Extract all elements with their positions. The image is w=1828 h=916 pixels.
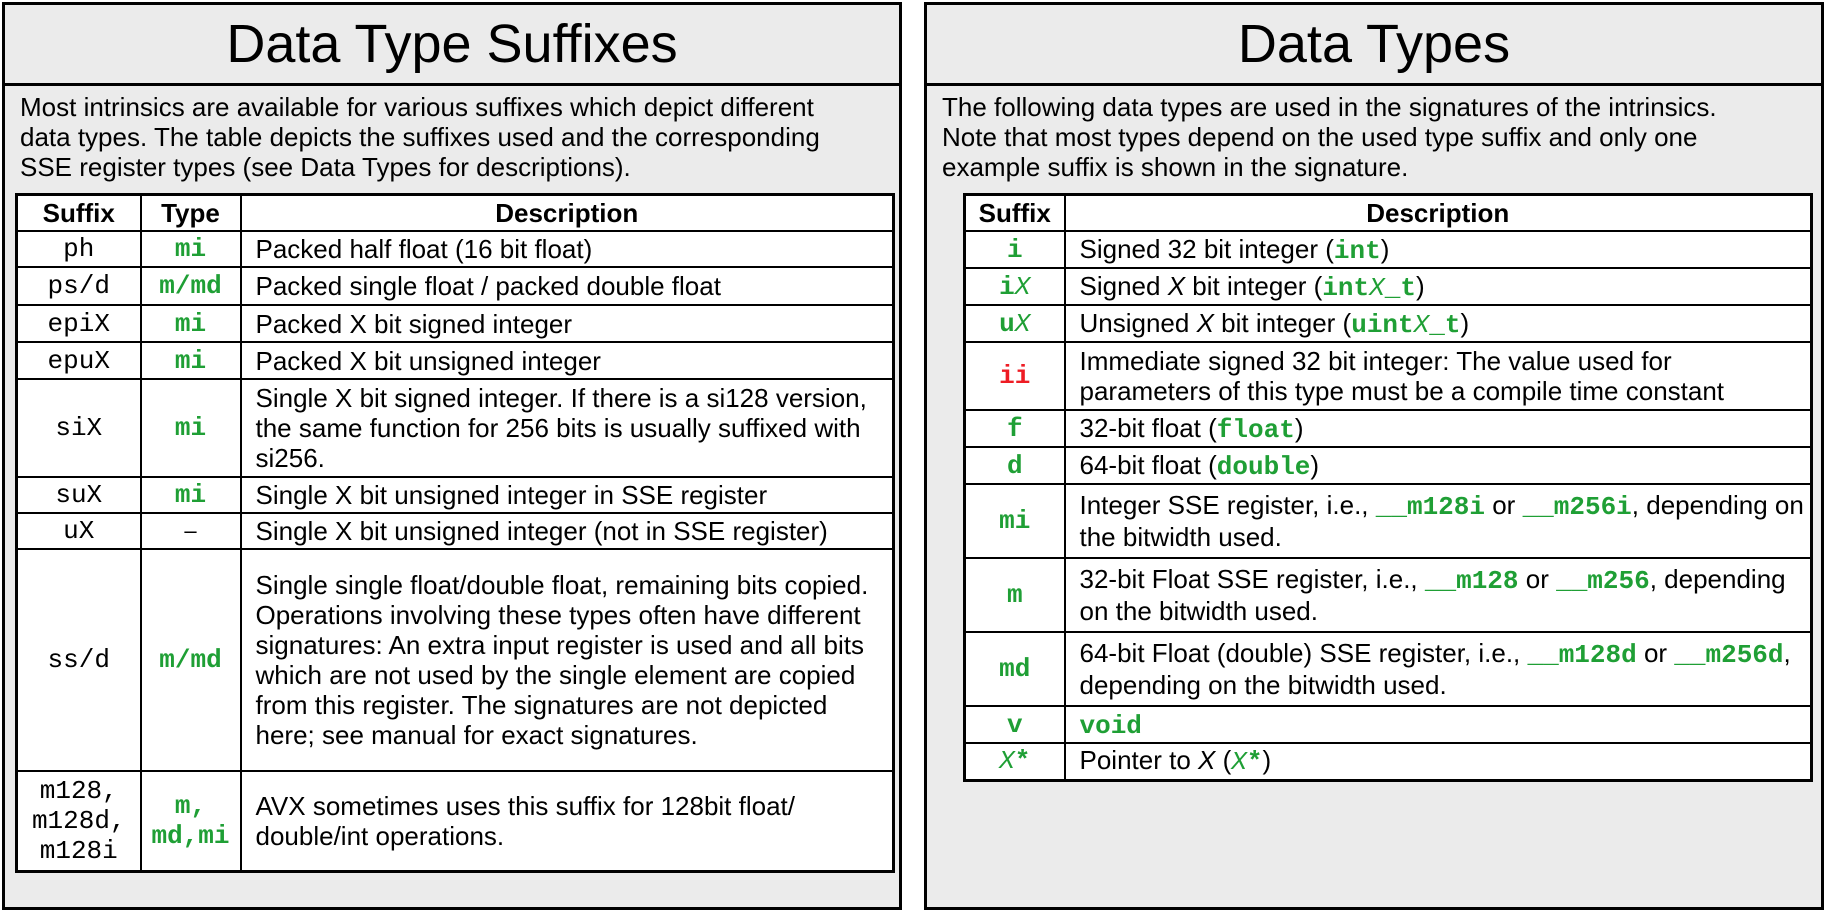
description-cell: Single single float/double float, remain… [239, 548, 895, 772]
description-cell: void [1063, 705, 1813, 744]
suffix-cell: epuX [15, 341, 142, 380]
description-cell: Single X bit unsigned integer (not in SS… [239, 512, 895, 550]
description-cell: Packed single float / packed double floa… [239, 266, 895, 306]
type-cell: mi [139, 378, 242, 478]
table-row: v void [963, 705, 1813, 744]
table-row: md 64-bit Float (double) SSE register, i… [963, 631, 1813, 707]
description-cell: Integer SSE register, i.e., __m128i or _… [1063, 483, 1813, 559]
description-cell: Unsigned X bit integer (uintX_t) [1063, 304, 1813, 343]
description-cell: Signed X bit integer (intX_t) [1063, 267, 1813, 306]
table-row: uX Unsigned X bit integer (uintX_t) [963, 304, 1813, 343]
table-row: f 32-bit float (float) [963, 409, 1813, 448]
suffix-cell: ps/d [15, 266, 142, 306]
table-row: epuX mi Packed X bit unsigned integer [15, 341, 895, 380]
type-cell: m/md [139, 548, 242, 772]
type-cell: mi [139, 341, 242, 380]
description-cell: 64-bit float (double) [1063, 446, 1813, 485]
suffix-cell: uX [963, 304, 1066, 343]
description-cell: Packed half float (16 bit float) [239, 230, 895, 268]
suffix-cell: iX [963, 267, 1066, 306]
panel-intro: The following data types are used in the… [942, 92, 1717, 182]
suffix-cell: ph [15, 230, 142, 268]
table-row: uX – Single X bit unsigned integer (not … [15, 512, 895, 550]
table-row: suX mi Single X bit unsigned integer in … [15, 476, 895, 514]
description-cell: 32-bit float (float) [1063, 409, 1813, 448]
suffix-table: Suffix Type Description ph mi Packed hal… [15, 193, 895, 873]
table-row: ii Immediate signed 32 bit integer: The … [963, 341, 1813, 411]
data-types-table: Suffix Description i Signed 32 bit integ… [963, 193, 1813, 782]
suffix-cell: m [963, 557, 1066, 633]
description-cell: 64-bit Float (double) SSE register, i.e.… [1063, 631, 1813, 707]
column-header-type: Type [139, 193, 242, 232]
table-row: m128, m128d, m128i m, md,mi AVX sometime… [15, 770, 895, 872]
table-row: i Signed 32 bit integer (int) [963, 230, 1813, 269]
table-row: mi Integer SSE register, i.e., __m128i o… [963, 483, 1813, 559]
type-cell: mi [139, 230, 242, 268]
description-cell: Single X bit signed integer. If there is… [239, 378, 895, 478]
suffix-cell: f [963, 409, 1066, 448]
column-header-description: Description [1063, 193, 1813, 232]
description-cell: Pointer to X (X*) [1063, 742, 1813, 781]
suffix-cell: siX [15, 378, 142, 478]
type-cell: – [139, 512, 242, 550]
column-header-suffix: Suffix [963, 193, 1066, 232]
table-row: iX Signed X bit integer (intX_t) [963, 267, 1813, 306]
table-row: siX mi Single X bit signed integer. If t… [15, 378, 895, 478]
suffix-cell: v [963, 705, 1066, 744]
suffix-cell: X* [963, 742, 1066, 781]
table-header-row: Suffix Description [963, 193, 1813, 232]
suffix-cell: mi [963, 483, 1066, 559]
suffix-cell: i [963, 230, 1066, 269]
description-cell: AVX sometimes uses this suffix for 128bi… [239, 770, 895, 872]
suffix-cell: suX [15, 476, 142, 514]
type-cell: mi [139, 304, 242, 343]
suffix-cell: epiX [15, 304, 142, 343]
suffix-cell: d [963, 446, 1066, 485]
suffix-cell: uX [15, 512, 142, 550]
panel-intro: Most intrinsics are available for variou… [20, 92, 820, 182]
suffix-cell: ii [963, 341, 1066, 411]
table-row: ps/d m/md Packed single float / packed d… [15, 266, 895, 306]
suffix-cell: ss/d [15, 548, 142, 772]
data-type-suffixes-panel: Data Type Suffixes Most intrinsics are a… [2, 2, 902, 910]
description-cell: Single X bit unsigned integer in SSE reg… [239, 476, 895, 514]
table-row: m 32-bit Float SSE register, i.e., __m12… [963, 557, 1813, 633]
column-header-description: Description [239, 193, 895, 232]
panel-title: Data Types [927, 5, 1821, 86]
description-cell: Signed 32 bit integer (int) [1063, 230, 1813, 269]
description-cell: 32-bit Float SSE register, i.e., __m128 … [1063, 557, 1813, 633]
description-cell: Immediate signed 32 bit integer: The val… [1063, 341, 1813, 411]
suffix-cell: md [963, 631, 1066, 707]
description-cell: Packed X bit unsigned integer [239, 341, 895, 380]
data-types-panel: Data Types The following data types are … [924, 2, 1824, 910]
table-header-row: Suffix Type Description [15, 193, 895, 232]
table-row: X* Pointer to X (X*) [963, 742, 1813, 781]
table-row: epiX mi Packed X bit signed integer [15, 304, 895, 343]
column-header-suffix: Suffix [15, 193, 142, 232]
type-cell: m, md,mi [139, 770, 242, 872]
panel-title: Data Type Suffixes [5, 5, 899, 86]
type-cell: m/md [139, 266, 242, 306]
table-row: d 64-bit float (double) [963, 446, 1813, 485]
suffix-cell: m128, m128d, m128i [15, 770, 142, 872]
type-cell: mi [139, 476, 242, 514]
table-row: ss/d m/md Single single float/double flo… [15, 548, 895, 772]
table-row: ph mi Packed half float (16 bit float) [15, 230, 895, 268]
description-cell: Packed X bit signed integer [239, 304, 895, 343]
